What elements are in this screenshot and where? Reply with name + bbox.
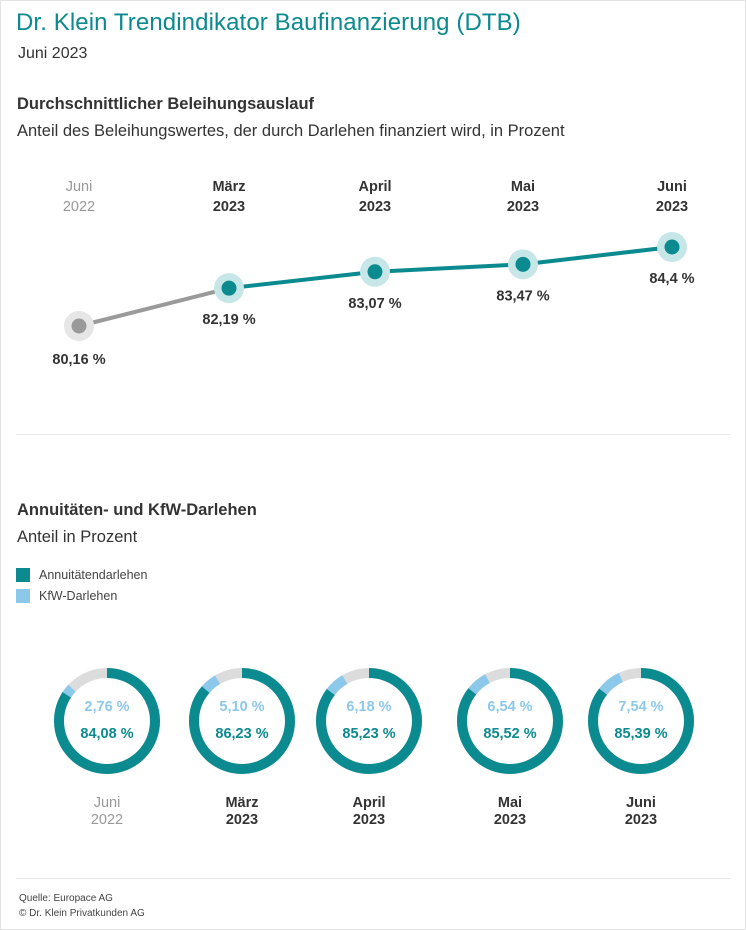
data-point: [71, 318, 87, 334]
donut-segment-annuitaeten: [457, 668, 563, 774]
data-point: [515, 256, 531, 272]
page-title: Dr. Klein Trendindikator Baufinanzierung…: [16, 9, 521, 36]
data-point: [367, 264, 383, 280]
donut-label-kfw: 6,54 %: [487, 699, 532, 715]
x-tick-year: 2023: [656, 199, 688, 215]
legend-item-kfw: KfW-Darlehen: [16, 585, 147, 606]
data-label: 80,16 %: [52, 352, 105, 368]
x-tick-year: 2023: [507, 199, 539, 215]
donut-category-year: 2023: [625, 812, 657, 828]
donut-section-title: Annuitäten- und KfW-Darlehen: [17, 501, 257, 519]
legend-swatch-light-blue: [16, 588, 30, 603]
donut-label-kfw: 2,76 %: [84, 699, 129, 715]
footer-divider: [16, 878, 730, 879]
series-line-previous-year: [77, 286, 231, 328]
legend-item-annuitaeten: Annuitätendarlehen: [16, 564, 147, 585]
donut-category-month: Mai: [498, 795, 522, 811]
legend-label-kfw: KfW-Darlehen: [39, 588, 118, 603]
x-tick-year: 2023: [213, 199, 245, 215]
x-tick-month: Mai: [511, 179, 535, 195]
data-label: 82,19 %: [202, 312, 255, 328]
data-label: 83,47 %: [496, 288, 549, 304]
donut-label-annuitaeten: 85,39 %: [614, 726, 667, 742]
legend-label-annuitaeten: Annuitätendarlehen: [39, 567, 148, 582]
source-text: Quelle: Europace AG: [19, 893, 113, 904]
donut-segment-annuitaeten: [189, 668, 295, 774]
legend: Annuitätendarlehen KfW-Darlehen: [16, 564, 147, 606]
series-line-2023: [227, 245, 674, 291]
donut-segment-annuitaeten: [316, 668, 422, 774]
data-label: 84,4 %: [649, 271, 694, 287]
line-chart-title: Durchschnittlicher Beleihungsauslauf: [17, 95, 315, 113]
line-chart-subtitle: Anteil des Beleihungswertes, der durch D…: [17, 122, 565, 140]
donut-label-kfw: 7,54 %: [618, 699, 663, 715]
copyright-text: © Dr. Klein Privatkunden AG: [19, 908, 145, 919]
x-tick-month: März: [212, 179, 245, 195]
x-tick-month: Juni: [66, 179, 93, 195]
donut-label-annuitaeten: 86,23 %: [215, 726, 268, 742]
donut-category-year: 2023: [226, 812, 258, 828]
x-tick-month: Juni: [657, 179, 687, 195]
line-chart: Juni 2022 März 2023 April 2023 Mai 2023 Juni 2023…: [52, 179, 694, 368]
donut-category-year: 2023: [353, 812, 385, 828]
donut-category-month: Juni: [626, 795, 656, 811]
donut-label-kfw: 5,10 %: [219, 699, 264, 715]
x-tick-year: 2022: [63, 199, 95, 215]
donut-category-year: 2023: [494, 812, 526, 828]
legend-swatch-teal: [16, 567, 30, 582]
page-subtitle: Juni 2023: [18, 45, 88, 62]
section-divider: [16, 434, 730, 435]
data-point: [664, 239, 680, 255]
donut-category-month: Juni: [94, 795, 121, 811]
data-label: 83,07 %: [348, 296, 401, 312]
donut-label-annuitaeten: 84,08 %: [80, 726, 133, 742]
footer: Quelle: Europace AG © Dr. Klein Privatku…: [19, 891, 145, 921]
donut-category-year: 2022: [91, 812, 123, 828]
donut-label-annuitaeten: 85,52 %: [483, 726, 536, 742]
x-tick-month: April: [358, 179, 391, 195]
donut-segment-annuitaeten: [54, 668, 160, 774]
x-tick-year: 2023: [359, 199, 391, 215]
donut-segment-annuitaeten: [588, 668, 694, 774]
donut-label-annuitaeten: 85,23 %: [342, 726, 395, 742]
donut-category-month: April: [352, 795, 385, 811]
data-point: [221, 280, 237, 296]
donut-category-month: März: [225, 795, 258, 811]
donut-section-subtitle: Anteil in Prozent: [17, 528, 138, 546]
donut-label-kfw: 6,18 %: [346, 699, 391, 715]
